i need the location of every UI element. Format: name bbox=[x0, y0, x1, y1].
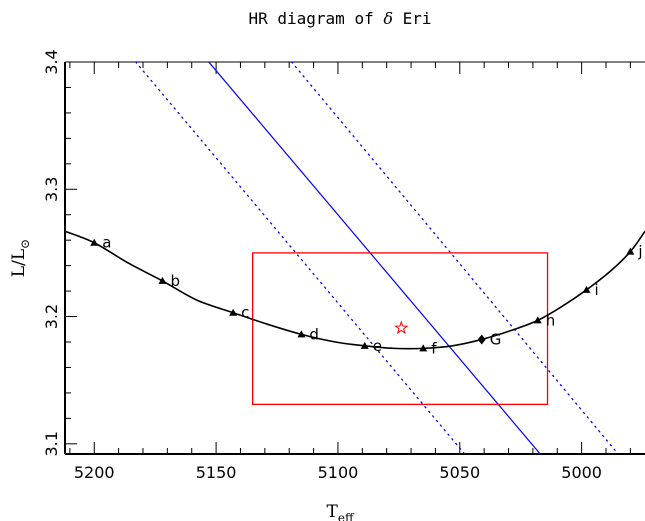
x-tick-label: 5200 bbox=[74, 463, 115, 482]
x-axis-label: Teff bbox=[327, 502, 355, 521]
x-tick-label: 5050 bbox=[439, 463, 480, 482]
evolutionary-track bbox=[65, 230, 645, 350]
x-tick-label: 5100 bbox=[318, 463, 359, 482]
model-label: d bbox=[309, 325, 319, 343]
model-marker-triangle bbox=[90, 238, 99, 246]
model-marker-triangle bbox=[229, 308, 238, 316]
chart-title: HR diagram of δ Eri bbox=[248, 9, 431, 28]
model-label: c bbox=[241, 304, 249, 322]
model-label: i bbox=[595, 281, 599, 299]
y-tick-label: 3.4 bbox=[42, 49, 61, 74]
error-box bbox=[251, 252, 549, 406]
model-label: h bbox=[546, 311, 556, 329]
model-marker-triangle bbox=[419, 344, 428, 352]
model-marker-triangle bbox=[582, 285, 591, 293]
y-tick-label: 3.3 bbox=[42, 177, 61, 202]
model-label: b bbox=[170, 272, 180, 290]
model-marker-triangle bbox=[360, 341, 369, 349]
dotted-line bbox=[290, 62, 619, 454]
model-marker-diamond bbox=[477, 334, 486, 345]
y-axis-label: L/L⊙ bbox=[9, 239, 32, 277]
dotted-line bbox=[135, 62, 466, 454]
model-marker-triangle bbox=[626, 247, 635, 255]
model-marker-triangle bbox=[297, 330, 306, 338]
observed-star bbox=[394, 320, 409, 335]
y-tick-label: 3.2 bbox=[42, 304, 61, 329]
solid-line bbox=[208, 62, 541, 454]
x-tick-label: 5000 bbox=[561, 463, 602, 482]
model-marker-triangle bbox=[158, 276, 167, 284]
model-marker-triangle bbox=[533, 316, 542, 324]
model-label: G bbox=[490, 330, 502, 348]
model-label: a bbox=[102, 234, 111, 252]
model-label: f bbox=[431, 339, 437, 357]
y-tick-label: 3.1 bbox=[42, 431, 61, 456]
x-tick-label: 5150 bbox=[196, 463, 237, 482]
plot-area: 3.1 3.2 3.3 3.4 5200 5150 5100 5050 5000 a b c d e f Gh… bbox=[42, 49, 645, 482]
plot-lines bbox=[65, 62, 645, 454]
model-label: e bbox=[373, 337, 382, 355]
model-label: j bbox=[637, 243, 642, 261]
